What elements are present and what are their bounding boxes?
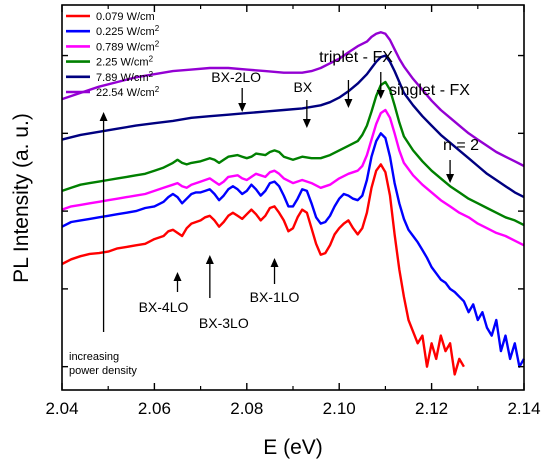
legend-label-5: 7.89 W/cm2 [96, 70, 154, 84]
annotation-bx-arrow-head [302, 119, 311, 128]
x-tick-label: 2.06 [138, 399, 171, 418]
annotation-power-density-label-line1: increasing [69, 351, 119, 363]
annotation-triplet-fx-arrow-head [344, 99, 353, 108]
x-tick-label: 2.12 [415, 399, 448, 418]
annotation-bx-1lo-label: BX-1LO [250, 289, 300, 305]
series-line-3 [61, 108, 525, 247]
legend-label-2: 0.225 W/cm2 [96, 24, 160, 38]
x-axis-title: E (eV) [263, 436, 323, 459]
annotation-triplet-fx-label: triplet - FX [319, 49, 393, 66]
axis-ticks: 2.04 2.06 2.08 2.10 2.12 2.14 [45, 5, 541, 418]
annotation-bx-3lo-arrow-head [205, 255, 214, 264]
y-axis-title: PL Intensity (a. u.) [10, 113, 33, 283]
annotation-singlet-fx-label: singlet - FX [389, 82, 470, 99]
annotation-power-density-label-line2: power density [69, 365, 137, 377]
annotations: BX-2LO BX triplet - FX singlet - FX n = 2 BX-… [69, 49, 479, 377]
annotation-bx-3lo-label: BX-3LO [199, 315, 249, 331]
annotation-bx-2lo-arrow-head [238, 103, 247, 112]
annotation-bx-2lo-label: BX-2LO [211, 69, 261, 85]
series-line-5 [61, 54, 525, 199]
legend-label-4: 2.25 W/cm2 [96, 55, 154, 69]
x-tick-label: 2.04 [45, 399, 78, 418]
y-axis-ticks [62, 54, 524, 368]
annotation-bx-1lo-arrow-head [270, 258, 279, 267]
x-tick-label: 2.14 [507, 399, 540, 418]
annotation-n2-label: n = 2 [443, 137, 479, 154]
series-line-1 [61, 163, 465, 376]
legend-label-6: 22.54 W/cm2 [96, 85, 160, 99]
series-line-4 [61, 80, 525, 227]
annotation-singlet-fx-arrow-head [376, 90, 385, 99]
annotation-bx-4lo-label: BX-4LO [139, 299, 189, 315]
annotation-bx-label: BX [294, 79, 313, 95]
series-line-6 [61, 31, 525, 168]
legend-label-3: 0.789 W/cm2 [96, 39, 160, 53]
annotation-power-density-arrow-head [99, 112, 108, 121]
x-tick-label: 2.10 [323, 399, 356, 418]
legend-label-1: 0.079 W/cm [96, 11, 155, 23]
series-layer [61, 31, 526, 376]
annotation-bx-4lo-arrow-head [173, 272, 182, 281]
x-tick-label: 2.08 [230, 399, 263, 418]
annotation-n2-arrow-head [446, 174, 455, 183]
series-line-2 [61, 132, 526, 368]
